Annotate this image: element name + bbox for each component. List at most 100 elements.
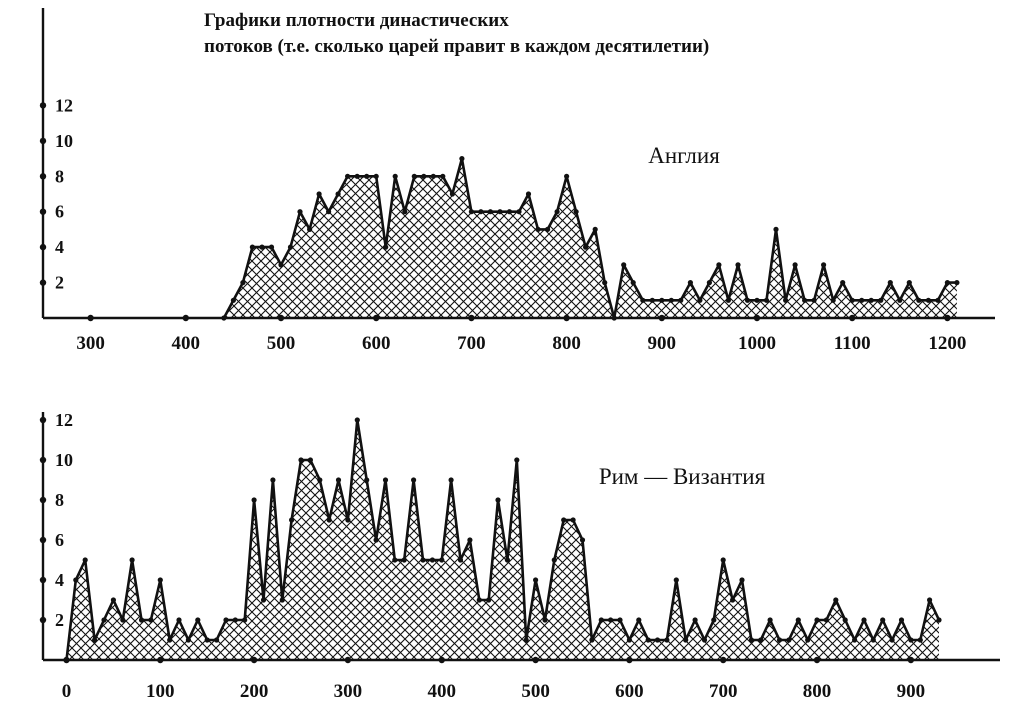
data-point-840: [852, 637, 858, 643]
data-point-690: [711, 617, 717, 623]
data-point-910: [917, 637, 923, 643]
data-point-880: [889, 637, 895, 643]
data-point-730: [497, 209, 503, 215]
data-point-490: [268, 244, 275, 250]
data-point-430: [467, 537, 473, 543]
data-point-770: [535, 226, 541, 232]
data-point-720: [487, 209, 493, 215]
x-tick-500: [532, 656, 539, 664]
data-point-1000: [754, 297, 760, 303]
x-tick-700: [720, 656, 727, 664]
x-tick-400: [438, 656, 445, 664]
data-point-520: [551, 557, 557, 563]
x-tick-1200: [944, 314, 951, 322]
data-point-60: [120, 617, 126, 623]
data-point-360: [401, 557, 407, 563]
y-tick-10: [39, 456, 47, 464]
data-point-580: [608, 617, 614, 623]
data-point-800: [814, 617, 820, 623]
y-tick-label-10: 10: [55, 450, 73, 470]
x-tick-0: [63, 656, 70, 664]
data-point-880: [640, 297, 646, 303]
y-tick-label-12: 12: [55, 95, 73, 115]
y-tick-label-8: 8: [55, 490, 64, 510]
data-point-230: [279, 597, 285, 603]
data-point-350: [392, 557, 398, 563]
x-tick-800: [813, 656, 821, 664]
x-tick-label-800: 800: [552, 333, 581, 354]
data-point-530: [561, 517, 567, 523]
series-line: [65, 418, 941, 661]
y-tick-label-4: 4: [55, 570, 64, 590]
data-point-450: [230, 297, 236, 303]
data-point-740: [758, 637, 764, 643]
data-point-1050: [802, 297, 808, 303]
x-tick-label-900: 900: [648, 333, 677, 354]
data-point-810: [573, 209, 579, 215]
data-point-80: [138, 617, 145, 623]
y-tick-label-4: 4: [55, 237, 64, 257]
chart-rome-byzantium: 0 100 200 300 400 500 600 700 800 900 2 4 6 8 10 12 Рим …: [39, 410, 1000, 702]
data-point-310: [354, 417, 360, 423]
y-tick-label-2: 2: [55, 273, 64, 293]
data-point-440: [476, 597, 482, 603]
data-point-40: [101, 617, 107, 623]
data-point-1130: [878, 297, 884, 303]
data-point-1160: [906, 280, 912, 286]
y-tick-6: [39, 536, 47, 544]
x-tick-600: [373, 314, 380, 322]
data-point-990: [744, 297, 751, 303]
data-point-370: [411, 477, 417, 483]
data-point-70: [129, 557, 135, 563]
x-tick-label-800: 800: [803, 681, 832, 702]
data-point-930: [936, 617, 942, 623]
data-point-1060: [811, 297, 817, 303]
data-point-1010: [763, 297, 770, 303]
data-point-650: [421, 173, 427, 179]
x-tick-label-400: 400: [428, 681, 457, 702]
data-point-1180: [925, 297, 932, 303]
data-point-900: [908, 637, 914, 643]
data-point-340: [382, 477, 389, 483]
data-point-180: [232, 617, 238, 623]
x-tick-label-300: 300: [76, 333, 105, 354]
data-point-260: [307, 457, 313, 463]
data-point-610: [636, 617, 642, 623]
y-tick-label-10: 10: [55, 131, 73, 151]
data-point-280: [326, 517, 332, 523]
data-point-290: [335, 477, 342, 483]
x-tick-600: [626, 656, 633, 664]
x-tick-900: [907, 656, 915, 664]
data-point-590: [617, 617, 623, 623]
data-point-480: [259, 244, 265, 250]
data-point-530: [307, 226, 313, 232]
data-point-250: [298, 457, 304, 463]
data-point-380: [420, 557, 426, 563]
y-tick-4: [39, 243, 47, 251]
data-point-690: [459, 156, 465, 162]
data-point-930: [687, 280, 694, 286]
data-point-570: [598, 617, 604, 623]
data-point-190: [242, 617, 248, 623]
data-point-1140: [887, 280, 893, 286]
x-tick-label-200: 200: [240, 681, 269, 702]
data-point-680: [449, 191, 455, 197]
series-line: [222, 157, 957, 320]
data-point-1200: [944, 280, 951, 286]
data-point-600: [373, 173, 379, 179]
data-point-460: [495, 497, 501, 503]
x-tick-900: [658, 314, 665, 322]
x-tick-800: [563, 314, 570, 322]
chart-england: 300 400 500 600 700 800 900 1000 1100 1200 2 4 6 8 10 1…: [39, 8, 995, 354]
data-point-1170: [916, 297, 922, 303]
data-point-400: [439, 557, 445, 563]
data-point-770: [786, 637, 792, 643]
data-point-740: [506, 209, 513, 215]
data-point-130: [185, 637, 191, 643]
series-area: [66, 420, 939, 660]
data-point-900: [659, 297, 665, 303]
data-point-50: [110, 597, 116, 603]
data-point-110: [167, 637, 173, 643]
data-point-640: [664, 637, 670, 643]
data-point-450: [486, 597, 492, 603]
